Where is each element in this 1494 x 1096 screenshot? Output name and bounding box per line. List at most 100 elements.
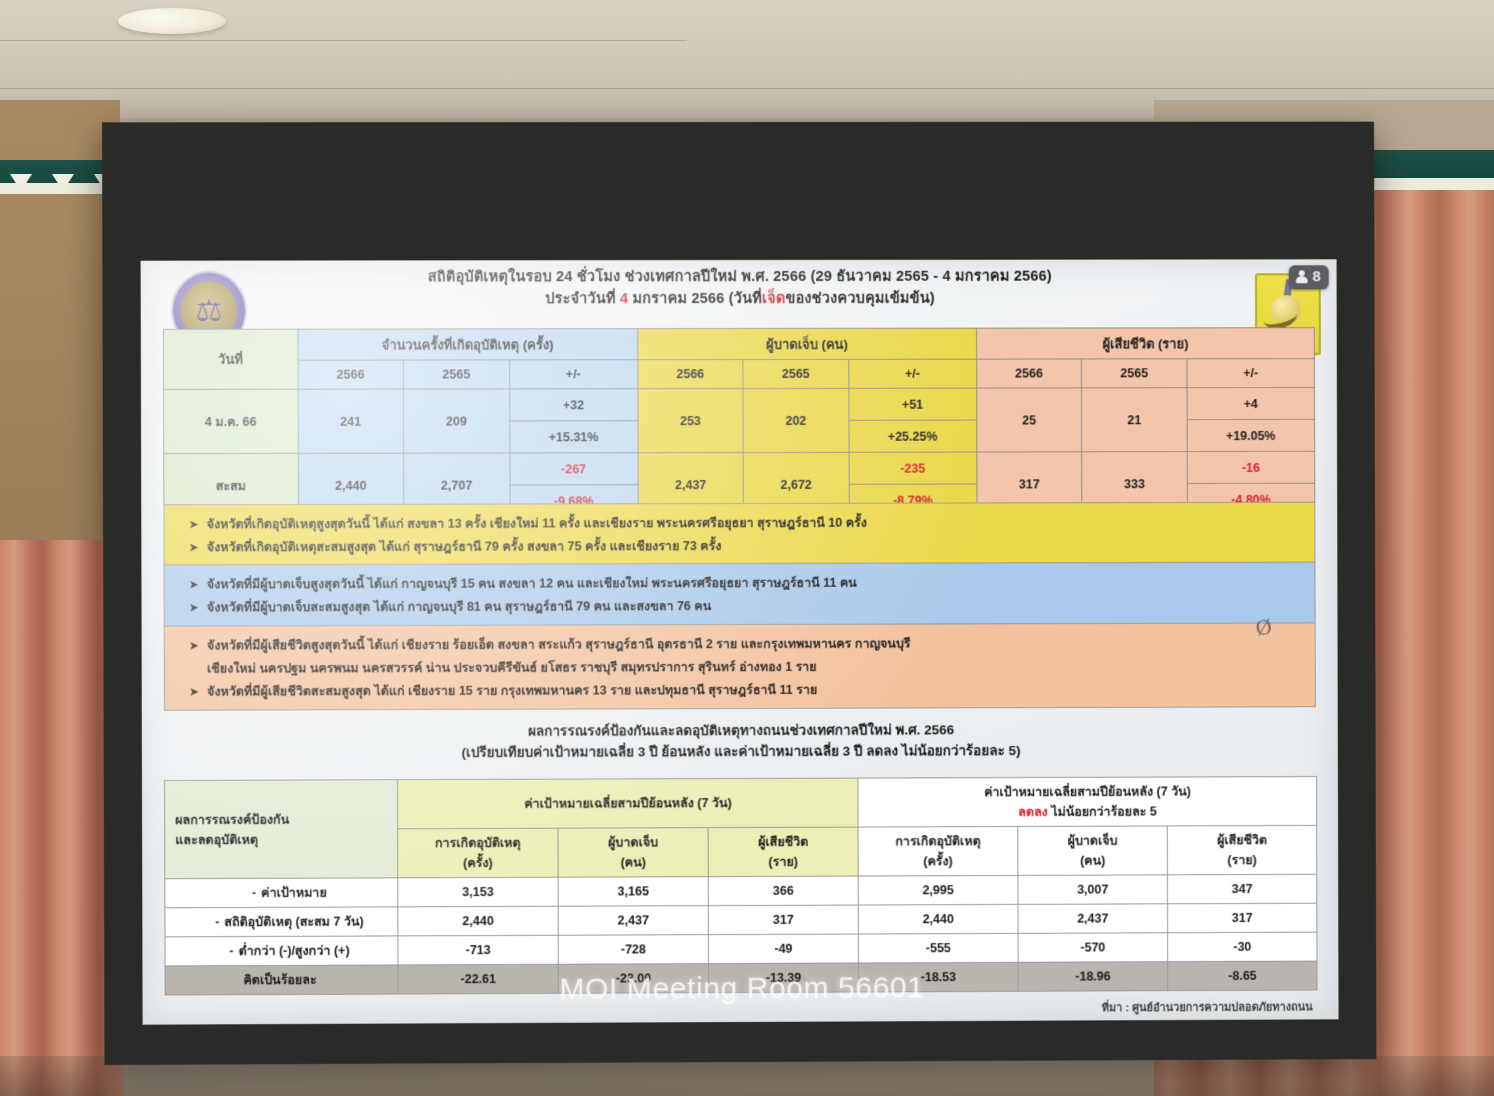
deaths-callout: ➤ จังหวัดที่มีผู้เสียชีวิตสูงสุดวันนี้ ไ… — [163, 622, 1316, 711]
bt-diff-acc2: -555 — [858, 933, 1019, 964]
header-group-deaths: ผู้เสียชีวิต (ราย) — [976, 327, 1315, 360]
subheader-dth-diff: +/- — [1186, 358, 1315, 388]
list-item: ➤ จังหวัดที่มีผู้เสียชีวิตสะสมสูงสุด ได้… — [165, 676, 1315, 702]
slide-title-line-1: สถิติอุบัติเหตุในรอบ 24 ชั่วโมง ช่วงเทศก… — [427, 268, 1052, 286]
cell-inj-2566: 253 — [637, 388, 744, 453]
cell-acc-diff-cum: -267 — [509, 452, 638, 485]
header-date: วันที่ — [163, 329, 298, 390]
cell-acc-2565: 209 — [403, 388, 510, 454]
bt-target-dth2: 347 — [1167, 874, 1317, 904]
bt-group-target-3yr-reduce: ค่าเป้าหมายเฉลี่ยสามปีย้อนหลัง (7 วัน) ล… — [857, 776, 1317, 828]
bt-group-target-3yr: ค่าเป้าหมายเฉลี่ยสามปีย้อนหลัง (7 วัน) — [397, 778, 859, 829]
campaign-results-table: ผลการรณรงค์ป้องกัน และลดอุบัติเหตุ ค่าเป… — [164, 776, 1318, 996]
bt-row-label-diff: - ต่ำกว่า (-)/สูงกว่า (+) — [164, 935, 398, 966]
table-row: สะสม 2,440 2,707 -267 2,437 2,672 -235 3… — [163, 451, 1315, 518]
subheader-dth-2566: 2566 — [976, 358, 1082, 389]
arrow-bullet-icon: ➤ — [188, 599, 199, 614]
list-item: ➤ จังหวัดที่เกิดอุบัติเหตุสะสมสูงสุด ได้… — [164, 533, 1314, 559]
bt-sub-dth-1-l1: ผู้เสียชีวิต — [758, 834, 809, 849]
accidents-today-text: จังหวัดที่เกิดอุบัติเหตุสูงสุดวันนี้ ได้… — [206, 515, 867, 531]
bt-diff-dth2: -30 — [1167, 932, 1318, 962]
bt-pct-dth2: -8.65 — [1167, 961, 1318, 991]
bt-sub-dth-2: ผู้เสียชีวิต (ราย) — [1167, 825, 1317, 875]
title-suffix: ของช่วงควบคุมเข้มข้น) — [785, 290, 935, 307]
bt-pct-inj1: -23.00 — [558, 963, 709, 994]
list-item: ➤ จังหวัดที่มีผู้บาดเจ็บสูงสุดวันนี้ ได้… — [165, 570, 1315, 596]
bt-pct-inj2: -18.96 — [1018, 961, 1168, 992]
bt-actual-inj1: 2,437 — [558, 905, 709, 936]
cell-dth-2566: 25 — [976, 387, 1082, 453]
cell-acc-diff: +32 — [509, 388, 638, 421]
bt-corner-line1: ผลการรณรงค์ป้องกัน — [175, 812, 290, 827]
bt-sub-acc-2-l1: การเกิดอุบัติเหตุ — [895, 834, 981, 849]
accidents-cumulative-text: จังหวัดที่เกิดอุบัติเหตุสะสมสูงสุด ได้แก… — [206, 538, 722, 554]
bt-sub-acc-1: การเกิดอุบัติเหตุ (ครั้ง) — [397, 828, 559, 878]
bt-actual-dth1: 317 — [708, 905, 859, 935]
deaths-cumulative-text: จังหวัดที่มีผู้เสียชีวิตสะสมสูงสุด ได้แก… — [207, 682, 818, 699]
list-item: ➤ จังหวัดที่เกิดอุบัติเหตุสูงสุดวันนี้ ไ… — [164, 510, 1314, 536]
cell-dth-diff: +4 — [1186, 387, 1315, 420]
cell-inj-diff-cum: -235 — [848, 452, 977, 485]
bt-pct-acc2: -18.53 — [858, 962, 1019, 992]
row-label-daily: 4 ม.ค. 66 — [163, 389, 298, 454]
bt-target-inj1: 3,165 — [558, 876, 709, 907]
bt-diff-dth1: -49 — [708, 934, 859, 964]
injured-callout: ➤ จังหวัดที่มีผู้บาดเจ็บสูงสุดวันนี้ ได้… — [163, 561, 1316, 627]
title-mid: มกราคม 2566 (วันที่ — [628, 290, 763, 308]
bt-sub-acc-2-l2: (ครั้ง) — [923, 854, 953, 869]
bt-sub-dth-2-l1: ผู้เสียชีวิต — [1217, 833, 1268, 848]
accidents-callout: ➤ จังหวัดที่เกิดอุบัติเหตุสูงสุดวันนี้ ไ… — [163, 501, 1316, 567]
bt-actual-inj2: 2,437 — [1018, 903, 1168, 934]
table-group-header-row: วันที่ จำนวนครั้งที่เกิดอุบัติเหตุ (ครั้… — [163, 327, 1315, 390]
bt-corner-line2: และลดอุบัติเหตุ — [175, 832, 259, 847]
header-group-injured: ผู้บาดเจ็บ (คน) — [637, 328, 977, 360]
list-item: ➤ จังหวัดที่มีผู้บาดเจ็บสะสมสูงสุด ได้แก… — [165, 592, 1315, 618]
left-valance — [0, 160, 116, 194]
cell-acc-2566: 241 — [297, 389, 404, 454]
bt-sub-acc-1-l2: (ครั้ง) — [463, 855, 493, 871]
bt-diff-acc1: -713 — [397, 935, 559, 965]
arrow-bullet-icon: ➤ — [188, 638, 199, 653]
bt-actual-acc1: 2,440 — [397, 906, 559, 936]
bt-target-inj2: 3,007 — [1017, 874, 1168, 905]
bt-sub-inj-2-l1: ผู้บาดเจ็บ — [1067, 833, 1118, 848]
bt-sub-inj-2: ผู้บาดเจ็บ (คน) — [1017, 825, 1168, 876]
bt-row-label-diff-text: ต่ำกว่า (-)/สูงกว่า (+) — [238, 943, 350, 959]
cell-inj-2565: 202 — [743, 388, 849, 453]
slide-title-line-2: ประจำวันที่ 4 มกราคม 2566 (วันที่เจ็ดของ… — [141, 287, 1337, 311]
list-item: ➤ จังหวัดที่มีผู้เสียชีวิตสูงสุดวันนี้ ไ… — [165, 630, 1315, 656]
cell-acc-pct: +15.31% — [509, 420, 638, 453]
bt-sub-inj-1: ผู้บาดเจ็บ (คน) — [557, 827, 709, 878]
subheader-acc-2566: 2566 — [297, 360, 404, 390]
injured-today-text: จังหวัดที่มีผู้บาดเจ็บสูงสุดวันนี้ ได้แก… — [206, 575, 857, 591]
title-day-number: 4 — [619, 291, 629, 308]
arrow-bullet-icon: ➤ — [188, 516, 199, 531]
bt-actual-dth2: 317 — [1167, 903, 1317, 933]
header-group-accidents: จำนวนครั้งที่เกิดอุบัติเหตุ (ครั้ง) — [297, 328, 638, 361]
bt-row-label-target: - ค่าเป้าหมาย — [164, 877, 398, 908]
bt-corner-label: ผลการรณรงค์ป้องกัน และลดอุบัติเหตุ — [164, 779, 398, 879]
daily-statistics-table: วันที่ จำนวนครั้งที่เกิดอุบัติเหตุ (ครั้… — [163, 327, 1315, 518]
ceiling-light-fixture — [118, 8, 226, 34]
bt-group-header-row: ผลการรณรงค์ป้องกัน และลดอุบัติเหตุ ค่าเป… — [164, 776, 1317, 879]
title-prefix: ประจำวันที่ — [545, 291, 621, 308]
bt-diff-inj1: -728 — [558, 934, 709, 965]
subheader-acc-2565: 2565 — [403, 359, 510, 390]
bt-row-label-target-text: ค่าเป้าหมาย — [261, 885, 327, 900]
bt-sub-dth-1: ผู้เสียชีวิต (ราย) — [708, 827, 859, 877]
deaths-today-text: จังหวัดที่มีผู้เสียชีวิตสูงสุดวันนี้ ได้… — [206, 636, 911, 653]
bt-sub-inj-1-l2: (คน) — [620, 855, 646, 870]
bt-group2-line1: ค่าเป้าหมายเฉลี่ยสามปีย้อนหลัง (7 วัน) — [984, 784, 1191, 800]
cell-dth-pct: +19.05% — [1186, 419, 1315, 452]
arrow-bullet-icon: ➤ — [188, 539, 199, 554]
bt-dash: - — [215, 915, 220, 930]
cell-dth-2565: 21 — [1081, 387, 1188, 452]
bt-row-label-actual-text: สถิติอุบัติเหตุ (สะสม 7 วัน) — [224, 914, 364, 930]
subheader-inj-2566: 2566 — [637, 359, 744, 389]
arrow-bullet-icon: ➤ — [188, 576, 199, 591]
bt-dash: - — [229, 944, 234, 959]
table-row: - สถิติอุบัติเหตุ (สะสม 7 วัน) 2,440 2,43… — [164, 903, 1317, 937]
table-row: - ค่าเป้าหมาย 3,153 3,165 366 2,995 3,007… — [164, 874, 1317, 908]
table-row-percent: คิดเป็นร้อยละ -22.61 -23.00 -13.39 -18.5… — [165, 961, 1318, 996]
cell-dth-diff-cum: -16 — [1187, 451, 1315, 484]
